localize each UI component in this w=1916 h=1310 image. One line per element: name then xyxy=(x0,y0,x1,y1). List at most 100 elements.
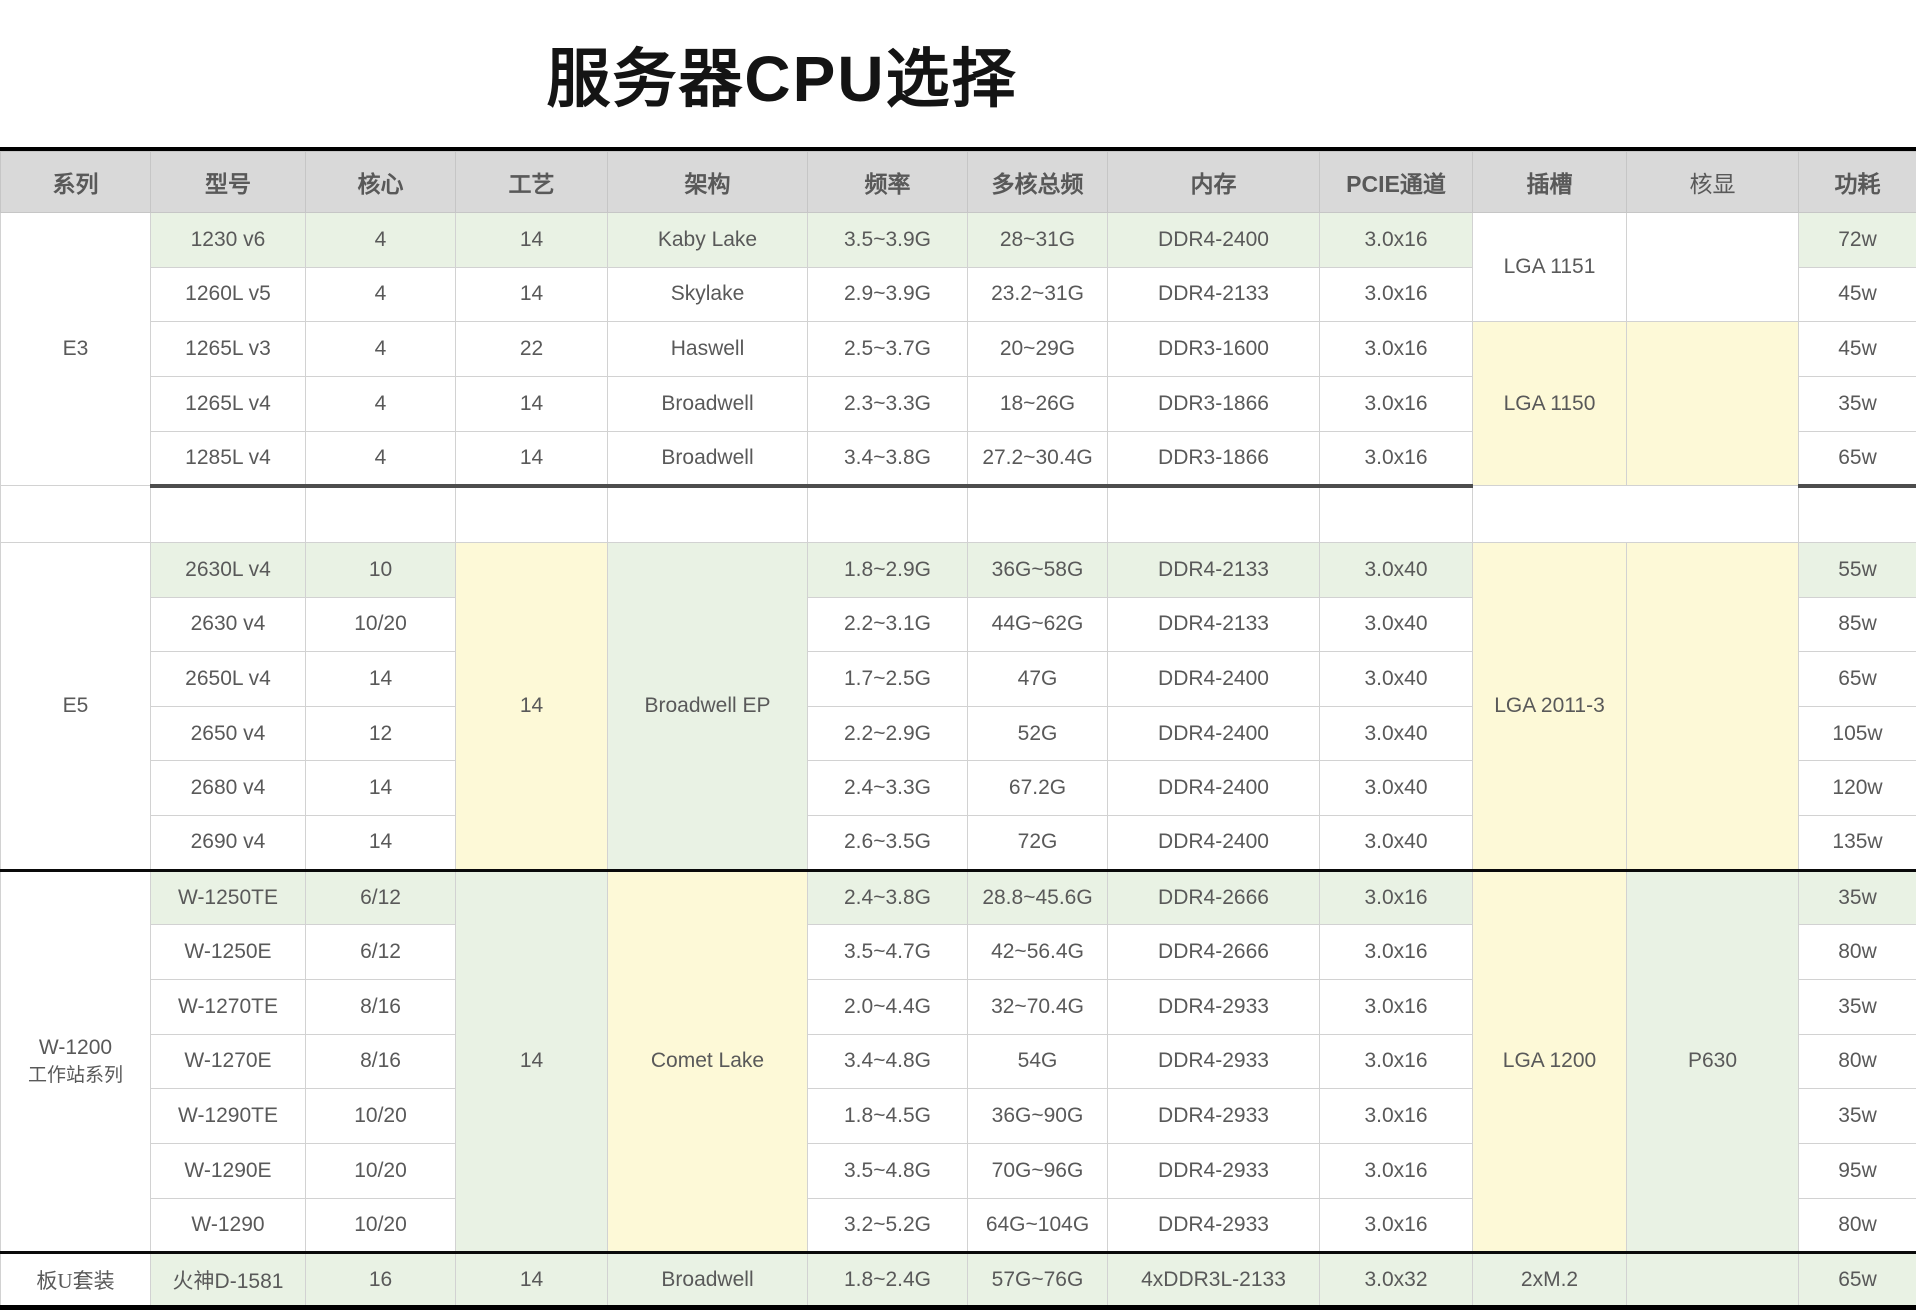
cell-memory: DDR3-1866 xyxy=(1107,430,1320,488)
table-row: 1285L v4 4 14 Broadwell 3.4~3.8G 27.2~30… xyxy=(1,430,1916,488)
cell-multifreq: 54G xyxy=(967,1033,1108,1090)
cell-power: 65w xyxy=(1798,430,1916,488)
cell-series-group: W-1200 工作站系列 xyxy=(0,868,151,1254)
page-title: 服务器CPU选择 xyxy=(546,42,1018,115)
cell-power: 85w xyxy=(1798,596,1916,653)
table-row: 2650 v4 12 2.2~2.9G 52G DDR4-2400 3.0x40… xyxy=(1,705,1916,762)
cell-process: 14 xyxy=(455,266,608,323)
cell-multifreq: 20~29G xyxy=(967,321,1108,377)
header-process: 工艺 xyxy=(455,151,608,213)
cell-pcie: 3.0x16 xyxy=(1319,266,1473,323)
cell-cores: 16 xyxy=(305,1251,456,1310)
cell-socket: 2xM.2 xyxy=(1472,1251,1627,1310)
header-arch: 架构 xyxy=(607,151,808,213)
cell-freq: 2.4~3.3G xyxy=(807,760,968,817)
empty-cell xyxy=(607,485,808,543)
cell-memory: DDR4-2133 xyxy=(1107,266,1320,323)
cell-power: 65w xyxy=(1798,1251,1916,1310)
cell-pcie: 3.0x40 xyxy=(1319,541,1473,598)
cell-cores: 10/20 xyxy=(305,1142,456,1199)
table-row: 2630 v4 10/20 2.2~3.1G 44G~62G DDR4-2133… xyxy=(1,596,1916,653)
cell-multifreq: 70G~96G xyxy=(967,1142,1108,1199)
cell-arch: Kaby Lake xyxy=(607,211,808,268)
header-cores: 核心 xyxy=(305,151,456,213)
cell-pcie: 3.0x16 xyxy=(1319,211,1473,268)
cell-socket-group: LGA 1200 xyxy=(1472,868,1627,1254)
cell-memory: DDR4-2933 xyxy=(1107,979,1320,1035)
cell-memory: DDR4-2933 xyxy=(1107,1197,1320,1254)
cell-igpu-group xyxy=(1626,211,1799,323)
cell-memory: DDR4-2400 xyxy=(1107,815,1320,871)
cell-multifreq: 64G~104G xyxy=(967,1197,1108,1254)
cell-process-group: 14 xyxy=(455,868,608,1254)
empty-cell xyxy=(967,485,1108,543)
cell-model: W-1270E xyxy=(150,1033,306,1090)
cell-freq: 3.5~4.8G xyxy=(807,1142,968,1199)
table-row: 1265L v4 4 14 Broadwell 2.3~3.3G 18~26G … xyxy=(1,375,1916,432)
cell-pcie: 3.0x16 xyxy=(1319,1142,1473,1199)
table-row: 1265L v3 4 22 Haswell 2.5~3.7G 20~29G DD… xyxy=(1,321,1916,487)
series-label-line1: W-1200 xyxy=(38,1035,113,1059)
cell-memory: 4xDDR3L-2133 xyxy=(1107,1251,1320,1310)
cell-power: 65w xyxy=(1798,651,1916,707)
cell-model: 2690 v4 xyxy=(150,815,306,871)
empty-cell xyxy=(150,485,306,543)
cell-power: 35w xyxy=(1798,375,1916,432)
cell-pcie: 3.0x16 xyxy=(1319,924,1473,980)
empty-cell xyxy=(1798,485,1916,543)
cell-pcie: 3.0x40 xyxy=(1319,815,1473,871)
empty-cell xyxy=(1472,485,1799,543)
cell-power: 35w xyxy=(1798,979,1916,1035)
cell-multifreq: 42~56.4G xyxy=(967,924,1108,980)
cell-freq: 3.4~4.8G xyxy=(807,1033,968,1090)
cell-pcie: 3.0x16 xyxy=(1319,375,1473,432)
cell-cores: 10/20 xyxy=(305,596,456,653)
cell-power: 35w xyxy=(1798,868,1916,926)
cell-process: 14 xyxy=(455,211,608,268)
cell-multifreq: 47G xyxy=(967,651,1108,707)
cell-power: 105w xyxy=(1798,705,1916,762)
table-header-row: 系列 型号 核心 工艺 架构 频率 多核总频 内存 PCIE通道 插槽 核显 功… xyxy=(0,151,1916,213)
cell-process-group: 14 xyxy=(455,541,608,871)
cpu-table: 系列 型号 核心 工艺 架构 频率 多核总频 内存 PCIE通道 插槽 核显 功… xyxy=(0,151,1916,1310)
cell-model: W-1290E xyxy=(150,1142,306,1199)
cell-power: 80w xyxy=(1798,1197,1916,1254)
cell-cores: 4 xyxy=(305,430,456,488)
cell-pcie: 3.0x16 xyxy=(1319,1033,1473,1090)
header-model: 型号 xyxy=(150,151,306,213)
cell-model: 2680 v4 xyxy=(150,760,306,817)
cell-igpu-group: P630 xyxy=(1626,868,1799,1254)
cell-freq: 1.8~2.9G xyxy=(807,541,968,598)
cell-cores: 6/12 xyxy=(305,868,456,926)
cell-model: W-1290TE xyxy=(150,1088,306,1144)
cell-multifreq: 18~26G xyxy=(967,375,1108,432)
cell-memory: DDR4-2933 xyxy=(1107,1088,1320,1144)
cell-pcie: 3.0x16 xyxy=(1319,321,1473,377)
cell-memory: DDR4-2400 xyxy=(1107,211,1320,268)
table-row: 板U套装 火神D-1581 16 14 Broadwell 1.8~2.4G 5… xyxy=(0,1251,1916,1310)
cell-power: 95w xyxy=(1798,1142,1916,1199)
cell-multifreq: 72G xyxy=(967,815,1108,871)
cell-memory: DDR4-2400 xyxy=(1107,705,1320,762)
cell-cores: 10/20 xyxy=(305,1197,456,1254)
cell-memory: DDR3-1600 xyxy=(1107,321,1320,377)
cell-pcie: 3.0x16 xyxy=(1319,868,1473,926)
cell-freq: 3.5~4.7G xyxy=(807,924,968,980)
cell-power: 35w xyxy=(1798,1088,1916,1144)
cell-multifreq: 36G~58G xyxy=(967,541,1108,598)
header-series: 系列 xyxy=(0,151,151,213)
cell-power: 55w xyxy=(1798,541,1916,598)
cell-arch-group: Broadwell EP xyxy=(607,541,808,871)
cell-freq: 2.2~2.9G xyxy=(807,705,968,762)
cell-freq: 2.2~3.1G xyxy=(807,596,968,653)
cell-pcie: 3.0x16 xyxy=(1319,430,1473,488)
cell-model: 1265L v3 xyxy=(150,321,306,377)
header-multifreq: 多核总频 xyxy=(967,151,1108,213)
title-bar: 服务器CPU选择 xyxy=(0,0,1916,151)
table-row: 2650L v4 14 1.7~2.5G 47G DDR4-2400 3.0x4… xyxy=(1,651,1916,707)
empty-cell xyxy=(1319,485,1473,543)
table-row: W-1250E 6/12 3.5~4.7G 42~56.4G DDR4-2666… xyxy=(1,924,1916,980)
cell-pcie: 3.0x16 xyxy=(1319,1197,1473,1254)
cell-pcie: 3.0x40 xyxy=(1319,705,1473,762)
cell-freq: 2.0~4.4G xyxy=(807,979,968,1035)
